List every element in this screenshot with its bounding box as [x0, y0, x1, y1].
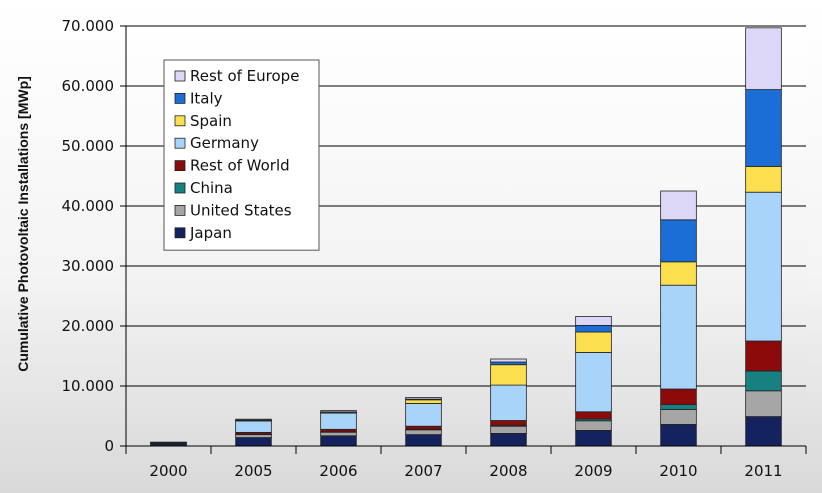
bar-segment	[745, 89, 782, 167]
legend-label: Rest of World	[190, 157, 290, 175]
bar-segment	[745, 191, 782, 342]
bar-segment	[575, 315, 612, 326]
bar-segment	[405, 399, 442, 404]
y-tick-label: 30.000	[62, 257, 115, 275]
tick-labels: 0 10.000 20.000 30.000 40.000 50.000 60.000 70.…	[62, 17, 783, 480]
bar-segment	[150, 441, 187, 444]
bar-segment	[745, 340, 782, 372]
legend-label: United States	[190, 201, 292, 219]
legend-swatch	[174, 115, 186, 127]
bar-segment	[320, 435, 357, 447]
bar-segment	[405, 402, 442, 427]
x-tick-label: 2010	[659, 462, 697, 480]
bar-segment	[745, 416, 782, 447]
y-tick-label: 20.000	[62, 317, 115, 335]
bar-segment	[490, 384, 527, 421]
bar-segment	[660, 261, 697, 286]
y-tick-label: 10.000	[62, 377, 115, 395]
bar-segment	[575, 331, 612, 353]
bar-segment	[745, 370, 782, 392]
x-tick-label: 2011	[744, 462, 782, 480]
bar-segment	[490, 364, 527, 386]
axes	[120, 25, 807, 454]
x-tick-label: 2008	[489, 462, 527, 480]
legend-label: Germany	[190, 134, 259, 152]
legend-label: Japan	[189, 224, 232, 242]
bar-segment	[405, 396, 442, 400]
bar-segment	[660, 423, 697, 447]
bar-segment	[490, 432, 527, 447]
x-tick-label: 2000	[149, 462, 187, 480]
legend-swatch	[174, 227, 186, 239]
x-tick-label: 2009	[574, 462, 612, 480]
bar-segment	[745, 165, 782, 193]
bar-segment	[575, 429, 612, 447]
bar-segment	[235, 418, 272, 421]
x-tick-label: 2006	[319, 462, 357, 480]
bar-segment	[745, 390, 782, 417]
bar-segment	[660, 388, 697, 406]
y-tick-label: 70.000	[62, 17, 115, 35]
legend-label: Spain	[190, 112, 232, 130]
bar-segment	[575, 324, 612, 333]
bar-segment	[320, 431, 357, 437]
bar-segment	[745, 27, 782, 90]
bars	[150, 27, 782, 447]
bar-segment	[490, 361, 527, 366]
bar-segment	[575, 411, 612, 420]
legend-swatch	[174, 182, 186, 194]
bar-segment	[405, 434, 442, 447]
y-tick-label: 40.000	[62, 197, 115, 215]
y-axis-title: Cumulative Photovoltaic Installations [M…	[15, 76, 31, 372]
bar-segment	[660, 404, 697, 410]
bar-segment	[405, 425, 442, 430]
legend-swatch	[174, 137, 186, 149]
legend-swatch	[174, 93, 186, 104]
bar-segment	[660, 190, 697, 221]
legend-label: Rest of Europe	[190, 67, 299, 85]
bar-segment	[490, 358, 527, 363]
bar-segment	[575, 420, 612, 431]
legend-swatch	[174, 160, 186, 172]
y-tick-label: 60.000	[62, 77, 115, 95]
bar-segment	[320, 412, 357, 430]
y-tick-label: 0	[104, 437, 114, 455]
legend-box	[163, 59, 320, 251]
x-tick-label: 2005	[234, 462, 272, 480]
bar-segment	[235, 420, 272, 433]
bar-segment	[490, 425, 527, 434]
bar-segment	[660, 219, 697, 263]
bar-segment	[660, 284, 697, 390]
bar-segment	[575, 351, 612, 413]
legend-swatch	[174, 204, 186, 216]
bar-segment	[320, 410, 357, 413]
bar-segment	[490, 420, 527, 426]
bar-segment	[235, 437, 272, 447]
legend-label: China	[190, 179, 233, 197]
bar-segment	[660, 408, 697, 425]
legend-swatch	[174, 70, 186, 82]
legend-label: Italy	[190, 89, 223, 107]
x-tick-label: 2007	[404, 462, 442, 480]
legend: Rest of Europe Italy Spain Germany Rest of W…	[163, 59, 320, 251]
bar-segment	[405, 429, 442, 435]
y-tick-label: 50.000	[62, 137, 115, 155]
